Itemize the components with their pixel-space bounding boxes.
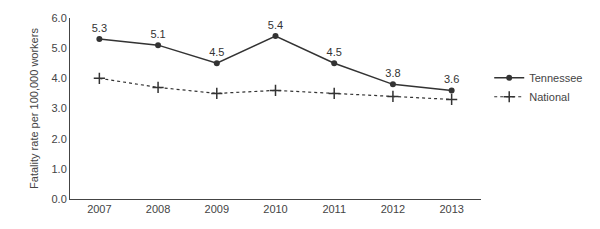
svg-text:2011: 2011 bbox=[322, 203, 346, 215]
svg-text:4.5: 4.5 bbox=[327, 46, 342, 58]
svg-text:2007: 2007 bbox=[87, 203, 111, 215]
svg-text:2013: 2013 bbox=[439, 203, 463, 215]
svg-text:0.0: 0.0 bbox=[52, 193, 67, 205]
svg-text:Tennessee: Tennessee bbox=[529, 72, 582, 84]
svg-text:National: National bbox=[529, 91, 569, 103]
svg-text:3.8: 3.8 bbox=[385, 67, 400, 79]
svg-text:Fatality rate per 100,000 work: Fatality rate per 100,000 workers bbox=[28, 28, 40, 189]
svg-text:5.4: 5.4 bbox=[268, 19, 283, 31]
svg-text:5.0: 5.0 bbox=[52, 42, 67, 54]
svg-text:2010: 2010 bbox=[263, 203, 287, 215]
svg-text:4.0: 4.0 bbox=[52, 72, 67, 84]
svg-text:2009: 2009 bbox=[205, 203, 229, 215]
svg-text:2008: 2008 bbox=[146, 203, 170, 215]
svg-text:1.0: 1.0 bbox=[52, 163, 67, 175]
svg-text:3.0: 3.0 bbox=[52, 102, 67, 114]
svg-text:4.5: 4.5 bbox=[209, 46, 224, 58]
svg-text:2012: 2012 bbox=[381, 203, 405, 215]
svg-text:6.0: 6.0 bbox=[52, 12, 67, 24]
svg-text:5.3: 5.3 bbox=[92, 22, 107, 34]
svg-text:5.1: 5.1 bbox=[150, 28, 165, 40]
svg-text:3.6: 3.6 bbox=[444, 73, 459, 85]
svg-text:2.0: 2.0 bbox=[52, 133, 67, 145]
